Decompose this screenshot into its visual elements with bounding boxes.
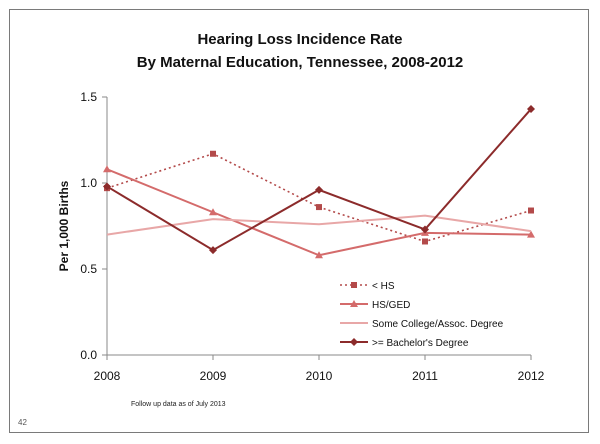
x-tick-label: 2009 <box>200 369 227 383</box>
data-point <box>422 238 428 245</box>
y-tick-label: 1.5 <box>80 90 97 104</box>
legend-label: HS/GED <box>372 300 410 311</box>
data-point <box>421 225 429 234</box>
legend-marker <box>350 300 358 307</box>
x-tick-label: 2008 <box>94 369 121 383</box>
data-point <box>528 207 534 214</box>
data-point <box>315 185 323 194</box>
x-tick-label: 2012 <box>518 369 545 383</box>
legend-marker <box>351 282 357 288</box>
data-point <box>210 150 216 157</box>
chart-title-line-1: Hearing Loss Incidence Rate <box>197 31 403 48</box>
legend-marker <box>350 338 358 346</box>
footnote: Follow up data as of July 2013 <box>131 401 226 408</box>
series-2 <box>106 214 532 236</box>
y-tick-label: 1.0 <box>80 176 97 190</box>
x-tick-label: 2010 <box>306 369 333 383</box>
series-3 <box>103 105 535 255</box>
data-point <box>316 204 322 211</box>
y-axis-label: Per 1,000 Births <box>57 180 71 271</box>
chart-title: Hearing Loss Incidence Rate By Maternal … <box>0 28 600 74</box>
data-point <box>103 165 111 173</box>
legend-label: >= Bachelor's Degree <box>372 338 469 349</box>
y-tick-label: 0.5 <box>80 262 97 276</box>
data-point <box>527 105 535 114</box>
data-point <box>315 251 323 259</box>
legend-item: < HS <box>340 281 395 292</box>
legend-item: >= Bachelor's Degree <box>340 338 469 349</box>
legend: < HS HS/GED Some College/Assoc. Degree >= B… <box>340 281 504 349</box>
data-point <box>209 208 217 216</box>
slide-number: 42 <box>18 418 27 427</box>
x-tick-label: 2011 <box>412 369 438 383</box>
series-0 <box>104 150 534 245</box>
chart-title-line-2: By Maternal Education, Tennessee, 2008-2… <box>136 54 464 71</box>
x-ticks: 2008 2009 2010 2011 2012 <box>94 355 545 383</box>
data-point <box>103 182 111 191</box>
y-ticks: 0.0 0.5 1.0 1.5 <box>80 90 107 362</box>
data-point <box>209 246 217 255</box>
series-line <box>106 152 532 243</box>
series-line <box>106 214 532 236</box>
legend-label: < HS <box>372 281 395 292</box>
y-tick-label: 0.0 <box>80 348 97 362</box>
data-point <box>527 230 535 238</box>
series-group <box>103 105 535 259</box>
legend-item: Some College/Assoc. Degree <box>340 319 504 330</box>
legend-label: Some College/Assoc. Degree <box>372 319 504 330</box>
legend-item: HS/GED <box>340 300 410 311</box>
